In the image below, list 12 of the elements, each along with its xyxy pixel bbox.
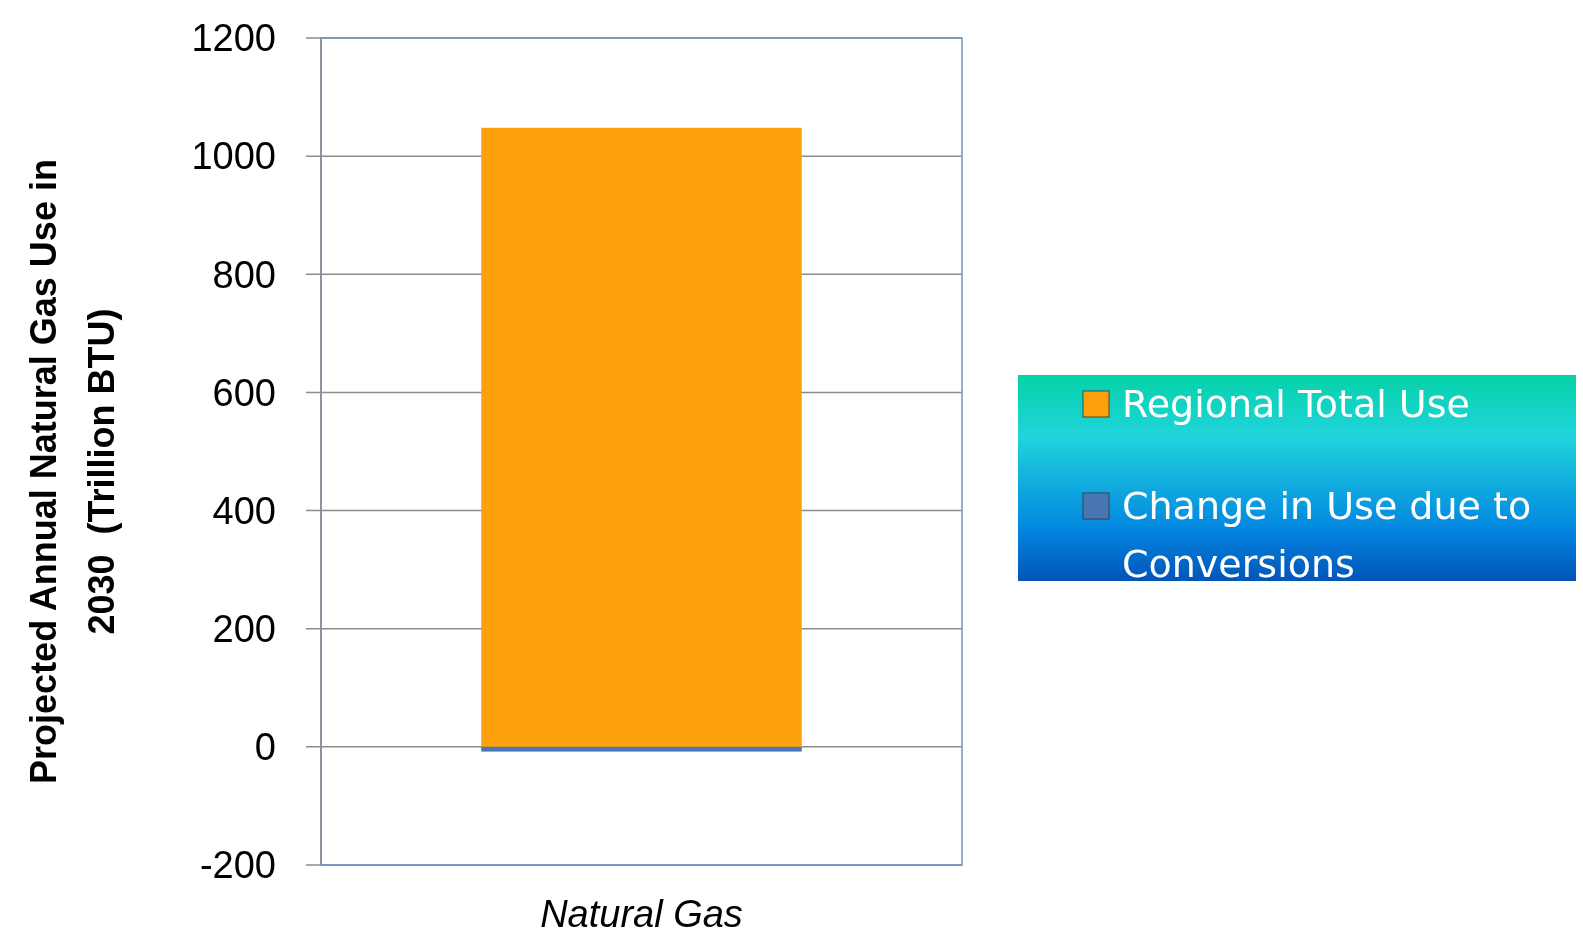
y-tick-label: 1000 [191,135,276,178]
y-axis-title: Projected Annual Natural Gas Use in 2030 (Trillion BTU) [23,159,122,784]
y-tick-label: 1200 [191,17,276,60]
y-tick-label: 800 [212,253,276,296]
y-tick-label: -200 [199,844,276,887]
text: Regional Total Use [1122,382,1470,426]
y-tick-label: 200 [212,608,276,651]
legend-label: Change in Use due to Conversions [1122,484,1532,586]
y-tick-label: 0 [254,726,276,769]
y-tick-label: 400 [212,489,276,532]
y-tick-label: 600 [212,371,276,414]
x-tick-label: Natural Gas [540,893,743,935]
